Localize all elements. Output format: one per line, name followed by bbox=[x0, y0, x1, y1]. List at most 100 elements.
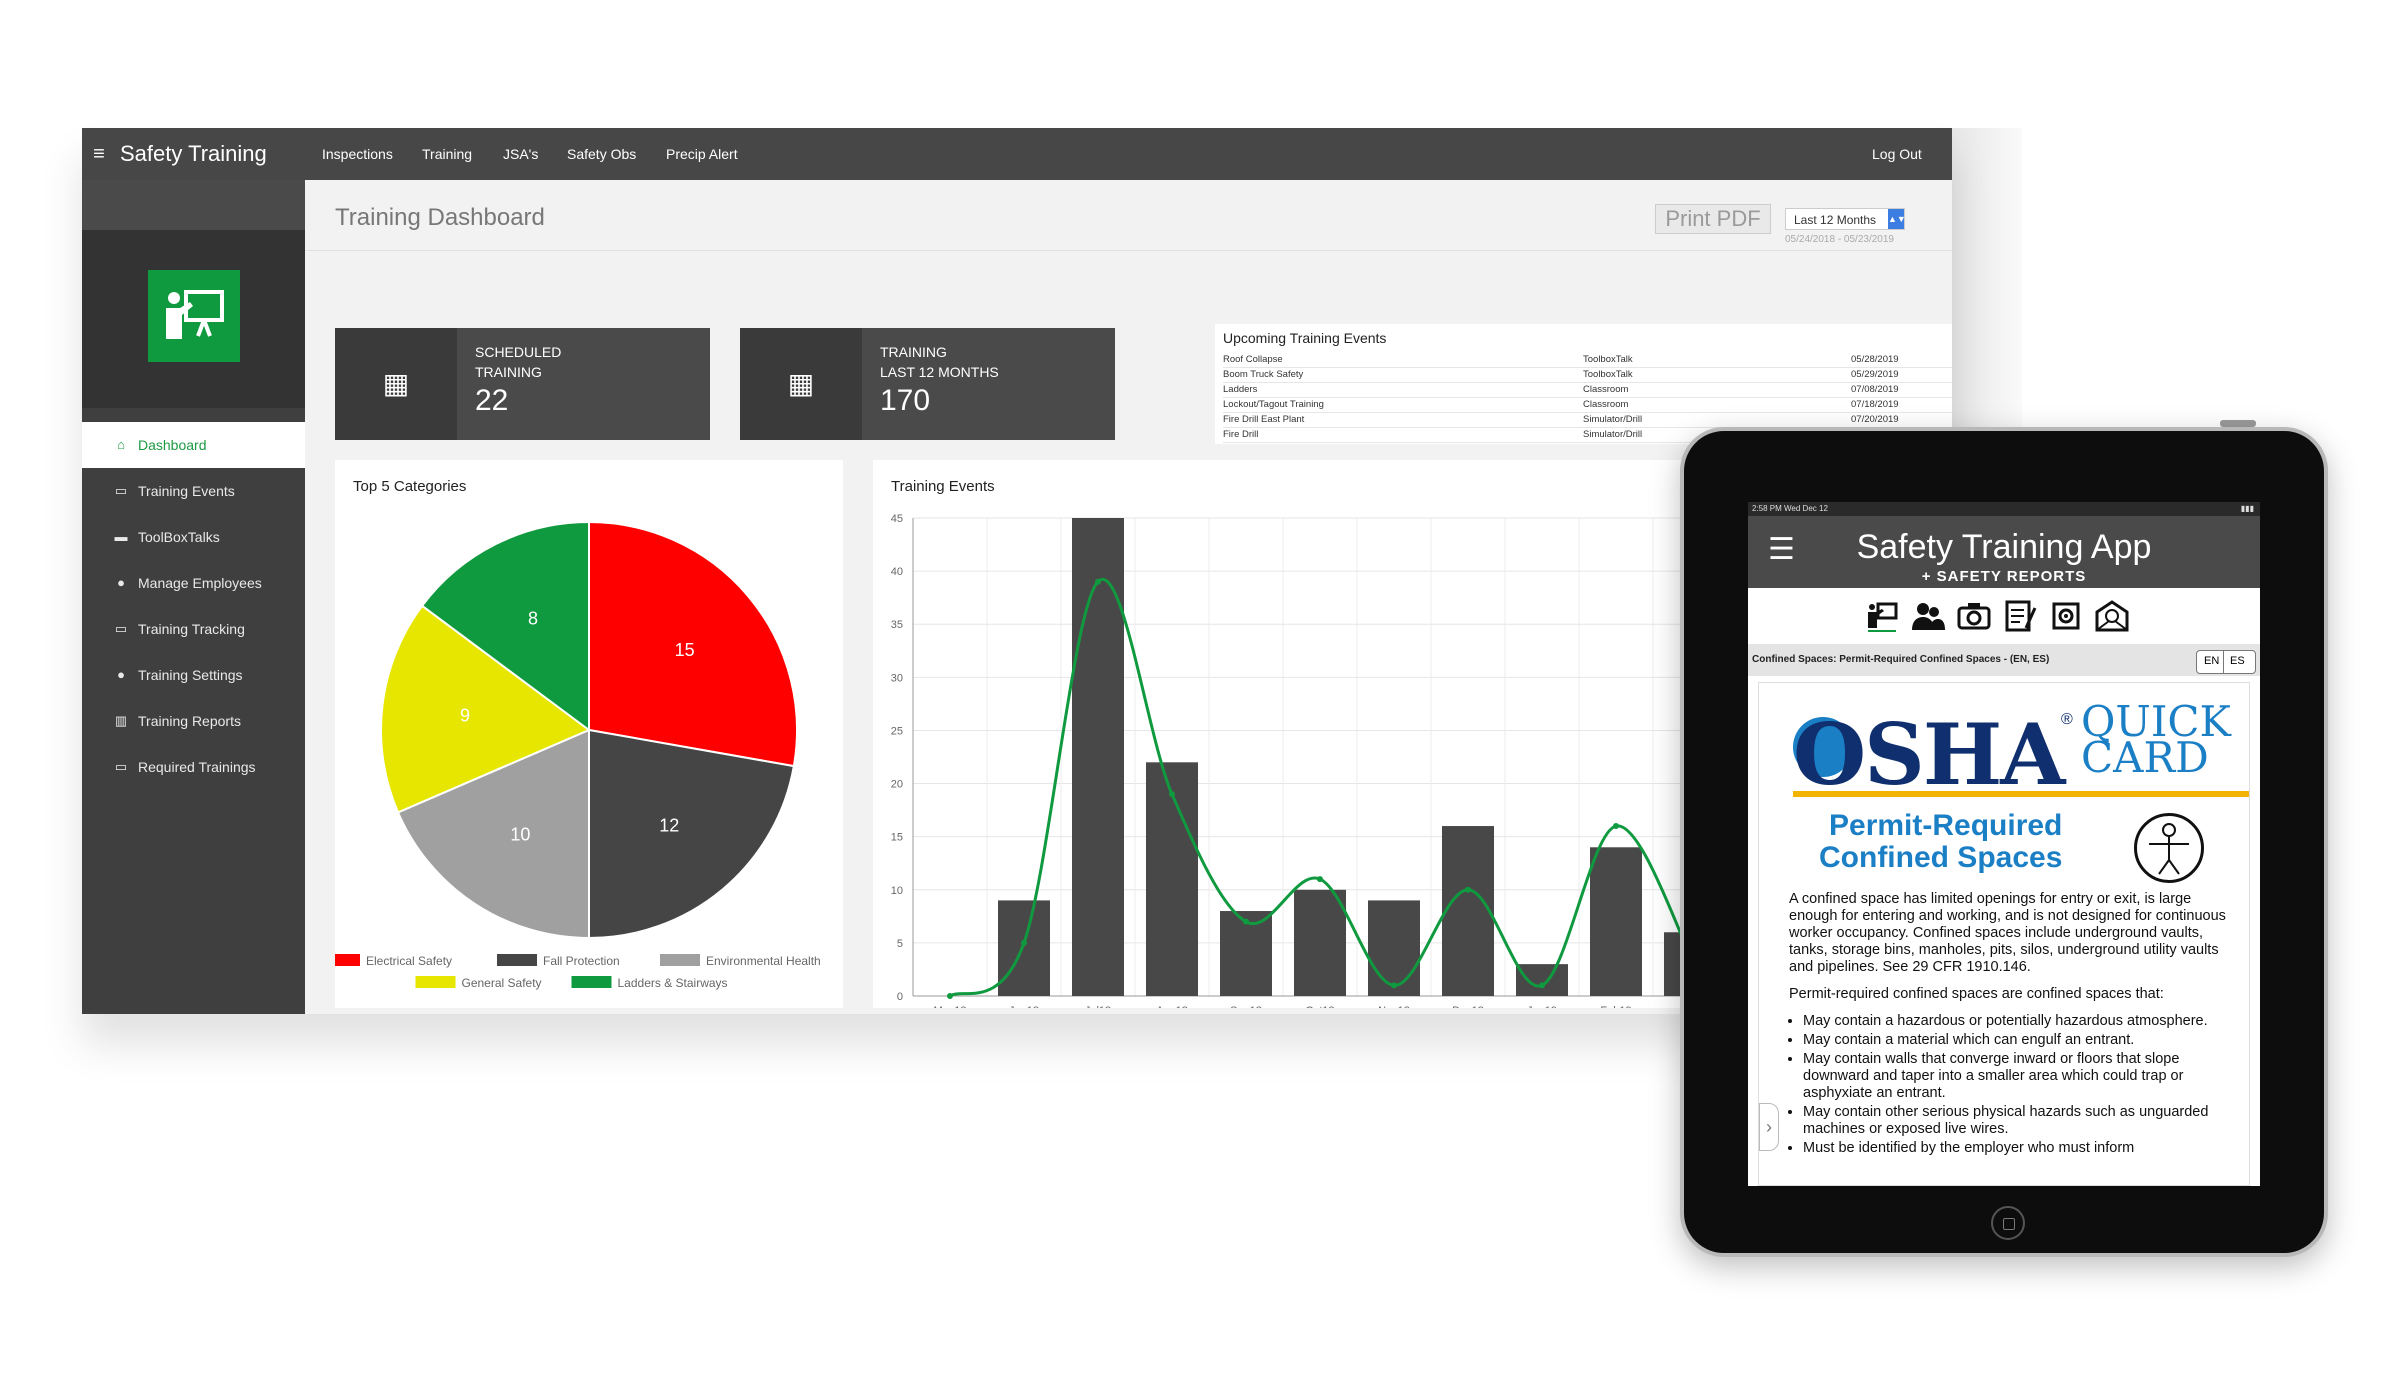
nav-jsas[interactable]: JSA's bbox=[503, 146, 539, 162]
doc-bullet: Must be identified by the employer who m… bbox=[1803, 1140, 2239, 1157]
pie-slice-label: 15 bbox=[675, 640, 695, 660]
pie-slice[interactable] bbox=[380, 604, 591, 814]
doc-heading-line2: Confined Spaces bbox=[1819, 841, 2063, 874]
window-shadow bbox=[1952, 128, 2022, 428]
cell-name: Fire Drill bbox=[1223, 429, 1259, 440]
toolbox-icon: ▬ bbox=[114, 529, 128, 544]
trend-point[interactable] bbox=[947, 993, 953, 999]
sidebar-item-label: Training Events bbox=[138, 483, 235, 499]
doc-heading-line1: Permit-Required bbox=[1829, 809, 2063, 842]
sidebar-item-label: Dashboard bbox=[138, 437, 207, 453]
doc-bullet: May contain other serious physical hazar… bbox=[1803, 1104, 2239, 1138]
stat-card-last-12-months[interactable]: ▦ TRAINING LAST 12 MONTHS 170 bbox=[740, 328, 1115, 440]
doc-bullet: May contain a material which can engulf … bbox=[1803, 1032, 2239, 1049]
menu-icon[interactable]: ☰ bbox=[1768, 533, 1795, 566]
cell-type: ToolboxTalk bbox=[1583, 369, 1633, 380]
x-tick-label: May18 bbox=[933, 1005, 966, 1008]
document-body: A confined space has limited openings fo… bbox=[1789, 891, 2239, 1159]
y-tick-label: 20 bbox=[891, 779, 903, 791]
sidebar-item-training-events[interactable]: ▭ Training Events bbox=[82, 468, 305, 514]
mail-alert-icon[interactable] bbox=[2094, 598, 2130, 634]
cell-type: Simulator/Drill bbox=[1583, 414, 1643, 425]
x-tick-label: Jul18 bbox=[1085, 1005, 1111, 1008]
stat-label-line2: TRAINING bbox=[475, 364, 542, 380]
table-row[interactable]: Lockout/Tagout Training Classroom 07/18/20… bbox=[1223, 397, 1952, 413]
pie-slice-label: 10 bbox=[510, 824, 530, 844]
camera-icon[interactable] bbox=[1956, 598, 1992, 634]
doc-bullet: May contain a hazardous or potentially h… bbox=[1803, 1013, 2239, 1030]
document-viewer[interactable]: OSHA ® QUICK CARD Permit-Required Confin… bbox=[1758, 682, 2250, 1186]
sidebar-item-dashboard[interactable]: ⌂ Dashboard bbox=[82, 422, 305, 468]
checklist-icon[interactable] bbox=[2002, 598, 2038, 634]
table-row[interactable]: Fire Drill East Plant Simulator/Drill 07/2… bbox=[1223, 412, 1952, 428]
logout-link[interactable]: Log Out bbox=[1872, 146, 1922, 162]
nav-safety-obs[interactable]: Safety Obs bbox=[567, 146, 637, 162]
chevron-right-icon[interactable]: › bbox=[1759, 1103, 1779, 1151]
presentation-icon[interactable] bbox=[1864, 598, 1900, 634]
bar[interactable] bbox=[1590, 847, 1642, 996]
legend-swatch bbox=[335, 954, 360, 966]
gear-icon[interactable] bbox=[2048, 598, 2084, 634]
lang-en-button[interactable]: EN bbox=[2204, 655, 2220, 667]
bar[interactable] bbox=[1294, 889, 1346, 996]
training-logo-icon bbox=[148, 270, 240, 362]
date-range-select[interactable]: Last 12 Months ▲▼ bbox=[1785, 208, 1906, 230]
sidebar-item-manage-employees[interactable]: ● Manage Employees bbox=[82, 560, 305, 606]
stat-card-scheduled[interactable]: ▦ SCHEDULED TRAINING 22 bbox=[335, 328, 710, 440]
menu-icon[interactable]: ≡ bbox=[93, 143, 105, 165]
legend-label: General Safety bbox=[462, 976, 542, 990]
bar[interactable] bbox=[1072, 518, 1124, 996]
trend-point[interactable] bbox=[1539, 982, 1545, 989]
presentation-icon: ▭ bbox=[114, 759, 128, 774]
bar[interactable] bbox=[1220, 911, 1272, 996]
x-tick-label: Oct18 bbox=[1305, 1005, 1334, 1008]
sidebar-item-training-tracking[interactable]: ▭ Training Tracking bbox=[82, 606, 305, 652]
sidebar-item-label: Required Trainings bbox=[138, 759, 256, 775]
date-range-value: Last 12 Months bbox=[1794, 213, 1877, 227]
upcoming-events-title: Upcoming Training Events bbox=[1223, 330, 1387, 346]
sidebar-item-training-settings[interactable]: ● Training Settings bbox=[82, 652, 305, 698]
calendar-icon: ▦ bbox=[335, 328, 457, 440]
stat-label-line1: TRAINING bbox=[880, 344, 947, 360]
bar[interactable] bbox=[1368, 900, 1420, 996]
legend-swatch bbox=[571, 976, 612, 988]
x-tick-label: Nov18 bbox=[1378, 1005, 1410, 1008]
language-toggle[interactable]: EN ES bbox=[2196, 650, 2256, 674]
table-row[interactable]: Boom Truck Safety ToolboxTalk 05/29/2019 bbox=[1223, 367, 1952, 383]
brand-title[interactable]: Safety Training bbox=[120, 141, 267, 166]
table-row[interactable]: Ladders Classroom 07/08/2019 bbox=[1223, 382, 1952, 398]
users-icon[interactable] bbox=[1910, 598, 1946, 634]
nav-inspections[interactable]: Inspections bbox=[322, 146, 393, 162]
pie-slice[interactable] bbox=[588, 520, 798, 768]
bar-chart-card: Training Events 0 5 10 15 20 25 30 35 40 45 May18 J… bbox=[873, 460, 1933, 1008]
trend-point[interactable] bbox=[1095, 578, 1101, 585]
pie-chart: 15 12 10 9 8 Electrical Safety Fall Protection… bbox=[335, 520, 821, 990]
desktop-window: ≡ Safety Training Inspections Training J… bbox=[82, 128, 1952, 1014]
bar[interactable] bbox=[1146, 762, 1198, 996]
trend-point[interactable] bbox=[1169, 791, 1175, 798]
sidebar-item-training-reports[interactable]: ▥ Training Reports bbox=[82, 698, 305, 744]
nav-training[interactable]: Training bbox=[422, 146, 473, 162]
trend-point[interactable] bbox=[1021, 939, 1027, 946]
osha-logo-text: OSHA bbox=[1793, 705, 2065, 804]
pie-slice[interactable] bbox=[420, 520, 590, 732]
trend-point[interactable] bbox=[1465, 886, 1471, 893]
trend-point[interactable] bbox=[1317, 876, 1323, 883]
doc-bullet: May contain walls that converge inward o… bbox=[1803, 1051, 2239, 1102]
print-pdf-button[interactable]: Print PDF bbox=[1655, 204, 1771, 234]
lang-es-button[interactable]: ES bbox=[2230, 655, 2245, 667]
trend-point[interactable] bbox=[1243, 918, 1249, 925]
tablet-home-button[interactable] bbox=[1991, 1206, 2025, 1240]
table-row[interactable]: Roof Collapse ToolboxTalk 05/28/2019 bbox=[1223, 352, 1952, 368]
sidebar-item-toolboxtalks[interactable]: ▬ ToolBoxTalks bbox=[82, 514, 305, 560]
pie-slice[interactable] bbox=[588, 728, 795, 940]
trend-point[interactable] bbox=[1613, 823, 1619, 830]
bar[interactable] bbox=[1442, 826, 1494, 996]
trend-point[interactable] bbox=[1391, 982, 1397, 989]
sidebar-item-required-trainings[interactable]: ▭ Required Trainings bbox=[82, 744, 305, 790]
osha-globe-icon bbox=[1793, 717, 1853, 777]
nav-precip-alert[interactable]: Precip Alert bbox=[666, 146, 738, 162]
bar[interactable] bbox=[998, 900, 1050, 996]
pie-slice[interactable] bbox=[396, 728, 590, 940]
bar[interactable] bbox=[1516, 964, 1568, 996]
